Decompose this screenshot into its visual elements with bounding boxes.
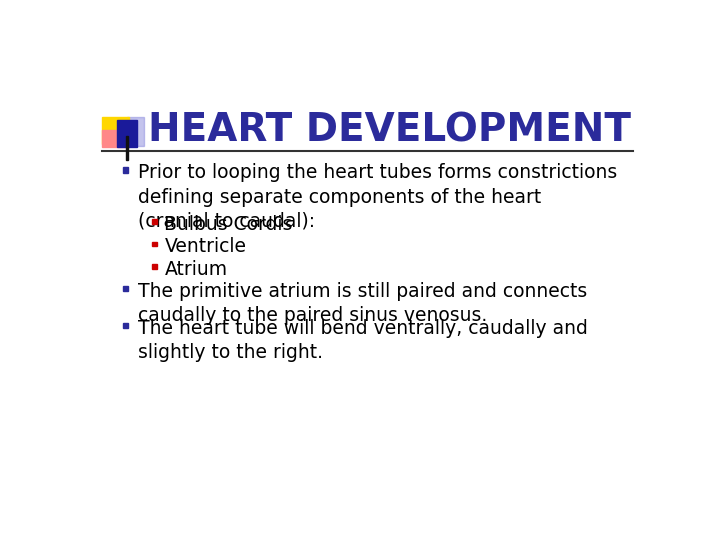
Bar bbox=[152, 241, 157, 246]
Bar bbox=[102, 117, 129, 144]
Bar bbox=[117, 120, 138, 147]
Bar bbox=[122, 286, 128, 291]
Text: The primitive atrium is still paired and connects
caudally to the paired sinus v: The primitive atrium is still paired and… bbox=[138, 282, 588, 325]
Text: HEART DEVELOPMENT: HEART DEVELOPMENT bbox=[148, 111, 631, 149]
Bar bbox=[152, 219, 157, 224]
Text: Ventricle: Ventricle bbox=[164, 237, 246, 256]
Bar bbox=[102, 130, 129, 147]
Text: Atrium: Atrium bbox=[164, 260, 228, 279]
Bar bbox=[122, 167, 128, 173]
Text: Prior to looping the heart tubes forms constrictions
defining separate component: Prior to looping the heart tubes forms c… bbox=[138, 164, 617, 231]
Bar bbox=[152, 264, 157, 268]
Bar bbox=[127, 117, 144, 146]
Text: Bulbus Cordis: Bulbus Cordis bbox=[164, 215, 293, 234]
Bar bbox=[122, 323, 128, 328]
Text: The heart tube will bend ventrally, caudally and
slightly to the right.: The heart tube will bend ventrally, caud… bbox=[138, 319, 588, 362]
Bar bbox=[126, 137, 128, 159]
